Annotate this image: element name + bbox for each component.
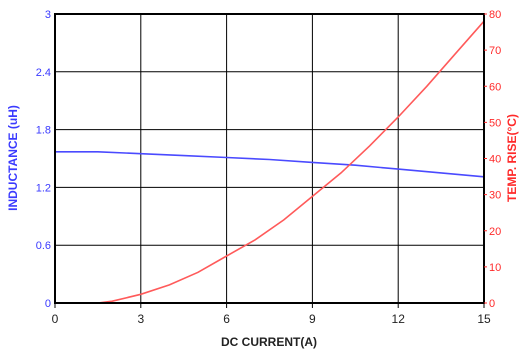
- left-tick-label-5: 3: [45, 9, 51, 21]
- right-tick-label-8: 80: [489, 9, 501, 21]
- x-tick-label-5: 15: [477, 312, 491, 326]
- inductance-line: [55, 151, 485, 178]
- x-axis-title: DC CURRENT(A): [221, 335, 317, 349]
- x-tick-label-1: 3: [137, 312, 144, 326]
- right-tick-label-2: 20: [489, 226, 501, 238]
- right-tick-label-1: 10: [489, 262, 501, 274]
- right-tick-label-7: 70: [489, 45, 501, 57]
- right-tick-label-0: 0: [489, 298, 495, 310]
- left-tick-label-1: 0.6: [36, 240, 51, 252]
- left-axis-title: INDUCTANCE (uH): [6, 105, 20, 211]
- left-tick-label-2: 1.2: [36, 182, 51, 194]
- right-tick-label-3: 30: [489, 190, 501, 202]
- x-tick-label-2: 6: [223, 312, 230, 326]
- x-tick-label-3: 9: [309, 312, 316, 326]
- left-tick-label-0: 0: [45, 298, 51, 310]
- right-tick-label-5: 50: [489, 117, 501, 129]
- right-tick-label-4: 40: [489, 154, 501, 166]
- right-axis-title: TEMP. RISE(°C): [505, 114, 519, 202]
- left-tick-label-3: 1.8: [36, 125, 51, 137]
- left-tick-label-4: 2.4: [36, 67, 51, 79]
- x-tick-label-0: 0: [52, 312, 59, 326]
- plot-area: [55, 14, 484, 303]
- temp-rise-line: [97, 20, 485, 304]
- x-tick-label-4: 12: [392, 312, 406, 326]
- right-tick-label-6: 60: [489, 81, 501, 93]
- series-layer: [55, 20, 485, 304]
